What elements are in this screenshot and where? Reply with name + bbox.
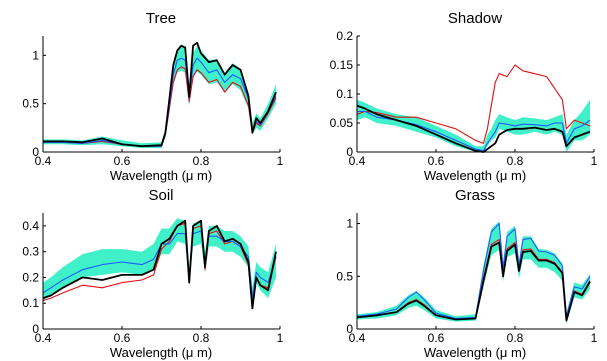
x-tick-label: 1 — [277, 331, 284, 345]
plot-tree: 0.4 0.6 0.8 1 0 0.5 1 — [22, 36, 284, 168]
x-tick-label: 1 — [277, 154, 284, 168]
variance-band — [357, 99, 590, 152]
plot-soil: 0.4 0.6 0.8 1 0 0.1 0.2 0.3 0.4 — [22, 213, 284, 345]
series-line-red — [356, 64, 591, 144]
y-tick-label: 0.4 — [22, 219, 39, 233]
y-tick-label: 0.1 — [22, 296, 39, 310]
variance-band — [43, 45, 276, 149]
x-tick-label: 1 — [591, 154, 598, 168]
x-axis-label: Wavelength (μ m) — [110, 345, 212, 360]
panel-title: Tree — [146, 10, 176, 27]
series-line-black — [356, 241, 591, 322]
plot-shadow: 0.4 0.6 0.8 1 0 0.05 0.1 0.15 0.2 — [330, 29, 598, 168]
panel-tree: Tree Wavelength (μ m) 0.4 0.6 0.8 1 0 0.5 1 — [22, 10, 283, 183]
panel-shadow: Shadow Wavelength (μ m) 0.4 0.6 0.8 100.050… — [330, 10, 598, 183]
x-tick-label: 0.8 — [507, 331, 524, 345]
panel-title: Shadow — [448, 10, 502, 27]
y-tick-label: 0 — [32, 145, 39, 159]
y-tick-label: 0.5 — [22, 97, 39, 111]
series-line-black — [42, 219, 277, 310]
x-tick-label: 1 — [591, 331, 598, 345]
panel-soil: Soil Wavelength (μ m) 0.4 0.6 0.8 100.10.20… — [22, 187, 283, 360]
y-tick-label: 1 — [32, 48, 39, 62]
y-tick-label: 0 — [32, 322, 39, 336]
y-tick-label: 0 — [346, 322, 353, 336]
x-tick-label: 0.6 — [428, 331, 445, 345]
x-tick-label: 0.6 — [428, 154, 445, 168]
x-axis-label: Wavelength (μ m) — [424, 168, 526, 183]
y-tick-label: 0.3 — [22, 245, 39, 259]
x-tick-label: 0.8 — [507, 154, 524, 168]
panel-grass: Grass Wavelength (μ m) 0.4 0.6 0.8 1 0 0.5 1 — [336, 187, 597, 360]
y-tick-label: 0 — [346, 145, 353, 159]
series-line-blue — [356, 222, 591, 320]
variance-band — [357, 221, 590, 324]
y-tick-label: 0.5 — [336, 269, 353, 283]
series-line-black — [356, 104, 591, 153]
y-tick-label: 0.2 — [22, 270, 39, 284]
plot-grass: 0.4 0.6 0.8 1 0 0.5 1 — [336, 213, 598, 345]
x-tick-label: 0.8 — [193, 331, 210, 345]
x-tick-label: 0.4 — [349, 331, 366, 345]
y-tick-label: 1 — [346, 217, 353, 231]
variance-band — [43, 218, 276, 304]
x-tick-label: 0.4 — [35, 154, 52, 168]
x-tick-label: 0.4 — [349, 154, 366, 168]
x-tick-label: 0.6 — [114, 331, 131, 345]
series-line-blue — [357, 110, 591, 152]
x-axis-label: Wavelength (μ m) — [110, 168, 212, 183]
y-tick-label: 0.1 — [336, 87, 353, 101]
y-tick-label: 0.05 — [330, 116, 354, 130]
x-tick-label: 0.6 — [114, 154, 131, 168]
panel-title: Soil — [148, 187, 173, 204]
x-axis-label: Wavelength (μ m) — [424, 345, 526, 360]
y-tick-label: 0.2 — [336, 29, 353, 43]
x-tick-label: 0.4 — [35, 331, 52, 345]
y-tick-label: 0.15 — [330, 58, 354, 72]
x-tick-label: 0.8 — [193, 154, 210, 168]
series-line-black — [43, 41, 277, 148]
panel-title: Grass — [455, 187, 495, 204]
